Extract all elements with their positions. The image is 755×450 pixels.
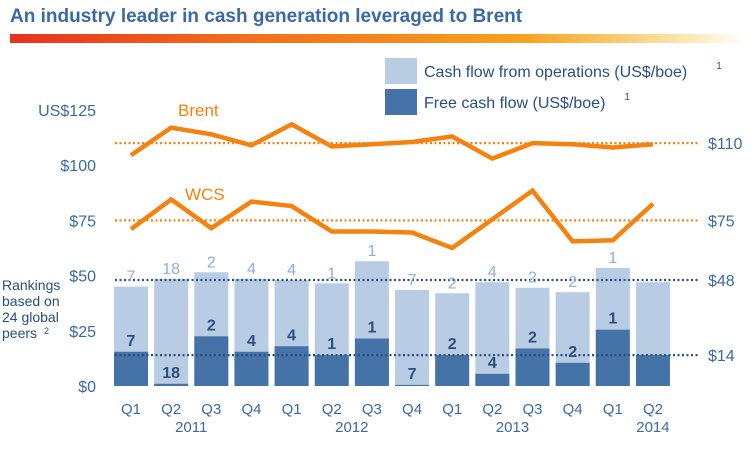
fcf-bar	[274, 346, 309, 386]
cfo-ranking-label: 1	[367, 243, 376, 260]
year-label: 2012	[335, 419, 368, 436]
cfo-bar	[475, 282, 510, 386]
year-label: 2014	[636, 419, 669, 436]
fcf-ranking-label: 2	[528, 329, 537, 346]
slide-title: An industry leader in cash generation le…	[10, 6, 523, 27]
fcf-bar	[435, 355, 470, 386]
legend-superscript: 1	[716, 61, 722, 72]
fcf-ranking-label: 1	[608, 311, 617, 328]
y-tick-label: US$125	[38, 103, 96, 120]
fcf-bar	[154, 383, 189, 386]
cfo-ranking-label: 4	[247, 261, 256, 278]
wcs-label: WCS	[185, 185, 225, 204]
x-tick-label: Q2	[482, 401, 502, 418]
cfo-ranking-label: 2	[568, 274, 577, 291]
rankings-note: based on	[2, 293, 60, 309]
legend-label: Cash flow from operations (US$/boe)	[424, 64, 687, 81]
legend-swatch	[385, 58, 417, 84]
y-tick-label: $25	[69, 324, 96, 341]
fcf-ranking-label: 4	[247, 333, 256, 350]
fcf-bar	[595, 329, 630, 386]
x-tick-label: Q1	[442, 401, 462, 418]
rankings-note: Rankings	[2, 277, 60, 293]
reference-line-label: $75	[708, 213, 735, 230]
fcf-ranking-label: 4	[287, 327, 296, 344]
cfo-ranking-label: 2	[528, 270, 537, 287]
fcf-ranking-label: 7	[127, 333, 136, 350]
fcf-bar	[194, 336, 229, 386]
cfo-ranking-label: 2	[448, 275, 457, 292]
x-tick-label: Q4	[402, 401, 422, 418]
y-tick-label: $100	[60, 158, 96, 175]
year-label: 2011	[175, 419, 207, 436]
cfo-bar	[395, 289, 430, 386]
y-tick-label: $75	[69, 213, 96, 230]
fcf-ranking-label: 2	[207, 317, 216, 334]
cfo-ranking-label: 7	[408, 272, 417, 289]
brent-line	[129, 121, 654, 162]
fcf-ranking-label: 4	[488, 355, 497, 372]
reference-line-label: $110	[708, 136, 743, 153]
x-tick-label: Q1	[603, 401, 623, 418]
fcf-bar	[314, 355, 349, 386]
fcf-ranking-label: 2	[448, 336, 457, 353]
reference-line-label: $14	[708, 348, 735, 365]
cfo-ranking-label: 4	[488, 264, 497, 281]
wcs-line	[129, 187, 655, 251]
x-tick-label: Q2	[322, 401, 342, 418]
legend-swatch	[385, 89, 417, 115]
x-tick-label: Q2	[161, 401, 181, 418]
reference-line-label: $48	[708, 273, 735, 290]
x-tick-label: Q2	[643, 401, 663, 418]
y-tick-label: $0	[78, 379, 96, 396]
cfo-bar	[154, 278, 189, 386]
fcf-ranking-label: 2	[568, 344, 577, 361]
fcf-bar	[555, 362, 590, 386]
title-gradient-bar	[10, 34, 745, 43]
cfo-ranking-label: 7	[127, 269, 136, 286]
x-tick-label: Q4	[563, 401, 583, 418]
x-tick-label: Q1	[121, 401, 141, 418]
cfo-ranking-label: 1	[608, 250, 617, 267]
brent-label: Brent	[178, 101, 219, 120]
fcf-bar	[635, 355, 670, 386]
y-tick-label: $50	[69, 269, 96, 286]
fcf-ranking-label: 7	[408, 366, 417, 383]
x-tick-label: Q3	[362, 401, 382, 418]
legend-superscript: 1	[624, 92, 630, 103]
fcf-bar	[114, 351, 148, 386]
cfo-ranking-label: 1	[327, 265, 336, 282]
cfo-ranking-label: 18	[162, 261, 180, 278]
fcf-bar	[475, 373, 510, 386]
fcf-ranking-label: 18	[162, 365, 180, 382]
x-tick-label: Q3	[201, 401, 221, 418]
fcf-bar	[395, 384, 430, 386]
fcf-bar	[234, 351, 269, 386]
rankings-note-superscript: 2	[44, 326, 49, 336]
x-tick-label: Q4	[241, 401, 261, 418]
fcf-ranking-label: 1	[327, 336, 336, 353]
cfo-ranking-label: 2	[207, 254, 216, 271]
legend-label: Free cash flow (US$/boe)	[424, 95, 605, 112]
x-tick-label: Q1	[282, 401, 302, 418]
fcf-ranking-label: 1	[367, 320, 376, 337]
rankings-note: peers	[2, 325, 37, 341]
rankings-note: 24 global	[2, 309, 59, 325]
x-tick-label: Q3	[522, 401, 542, 418]
year-label: 2013	[496, 419, 529, 436]
fcf-bar	[354, 338, 389, 386]
cfo-ranking-label: 4	[287, 262, 296, 279]
